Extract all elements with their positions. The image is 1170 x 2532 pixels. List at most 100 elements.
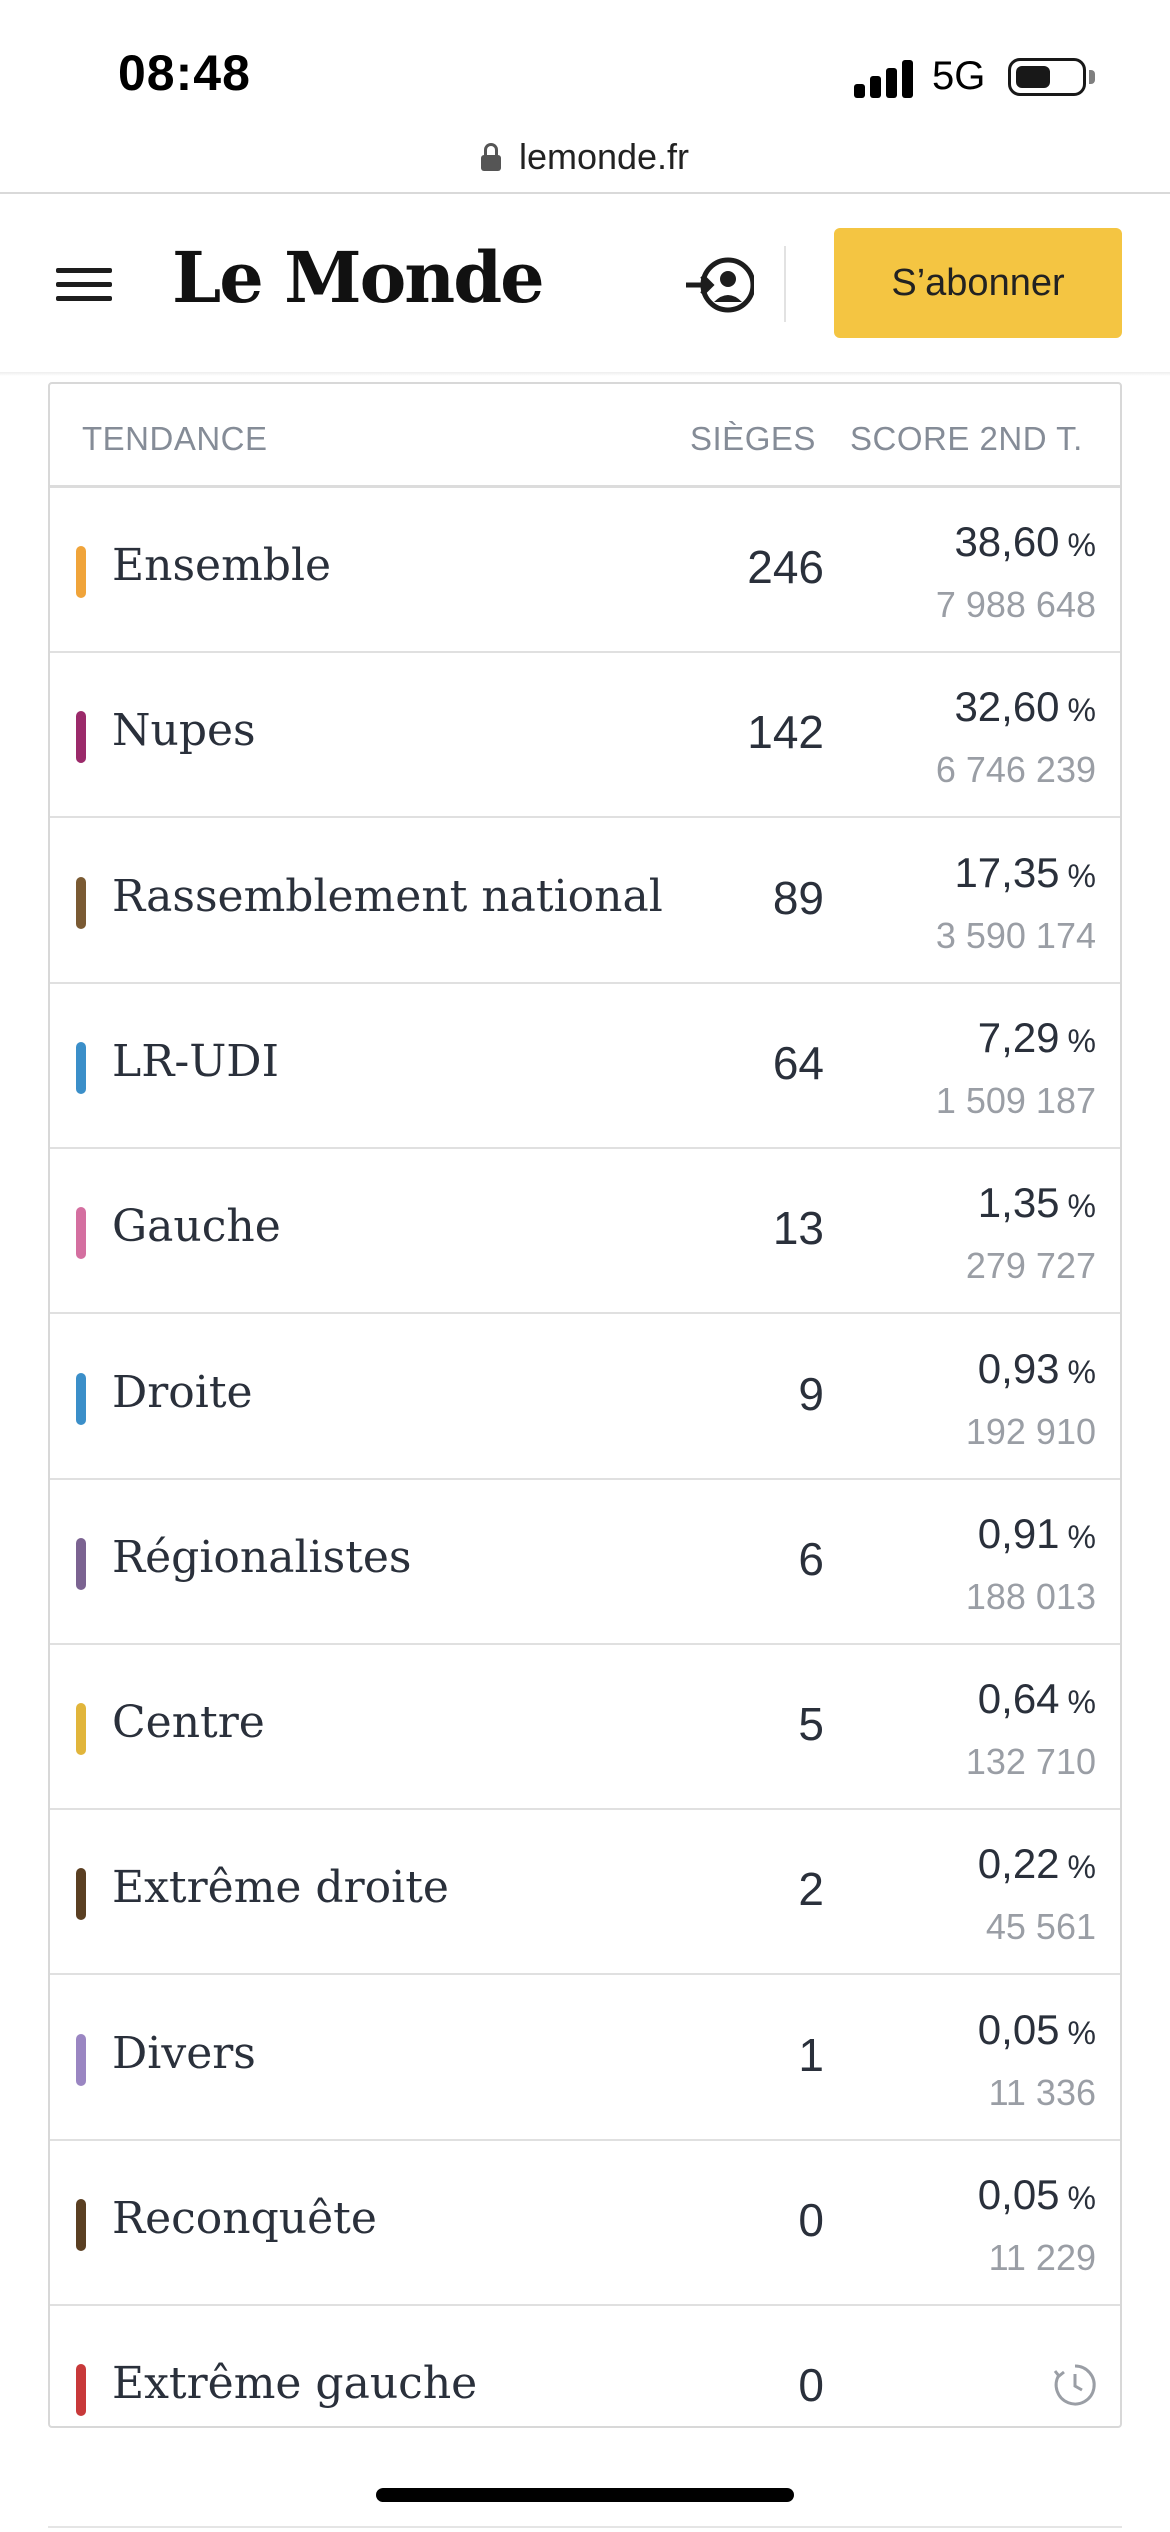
party-votes: 11 229 xyxy=(988,2237,1096,2278)
table-row: Rassemblement national 89 17,35% 3 590 174 xyxy=(50,819,1120,984)
lock-icon xyxy=(480,143,501,171)
party-score: 0,91% xyxy=(978,1510,1096,1558)
percent-sign: % xyxy=(1067,1022,1096,1059)
score-value: 0,64 xyxy=(977,1675,1060,1723)
party-seats: 9 xyxy=(798,1367,824,1420)
percent-sign: % xyxy=(1067,1518,1096,1555)
site-logo[interactable]: Le Monde xyxy=(172,236,545,319)
party-name: Régionalistes xyxy=(112,1531,412,1583)
party-seats: 246 xyxy=(747,541,824,593)
url-bar[interactable]: lemonde.fr xyxy=(0,122,1170,192)
column-header-tendance: TENDANCE xyxy=(82,420,268,457)
subscribe-button[interactable]: S’abonner xyxy=(834,228,1122,338)
party-votes: 3 590 174 xyxy=(935,914,1096,956)
table-row: Extrême droite 2 0,22% 45 561 xyxy=(50,1810,1120,1976)
party-score: 1,35% xyxy=(978,1179,1096,1227)
party-votes: 192 910 xyxy=(965,1410,1096,1452)
party-name: Centre xyxy=(112,1697,265,1749)
clock-icon xyxy=(1053,2364,1096,2406)
table-row: Gauche 13 1,35% 279 727 xyxy=(50,1149,1120,1315)
login-icon[interactable] xyxy=(684,250,754,320)
party-color-swatch xyxy=(76,1207,86,1260)
party-seats: 89 xyxy=(772,871,824,924)
party-color-swatch xyxy=(76,1703,86,1756)
party-score: 0,22% xyxy=(978,1840,1096,1888)
network-type: 5G xyxy=(932,54,986,98)
party-name: Rassemblement national xyxy=(112,870,663,922)
party-color-swatch xyxy=(76,1372,86,1425)
menu-icon[interactable] xyxy=(56,264,112,304)
party-color-swatch xyxy=(76,2199,86,2251)
party-votes: 11 336 xyxy=(988,2071,1096,2113)
percent-sign: % xyxy=(1067,2180,1096,2216)
table-header: TENDANCE SIÈGES SCORE 2ND T. xyxy=(50,384,1120,488)
party-seats: 64 xyxy=(772,1036,824,1089)
table-row: Divers 1 0,05% 11 336 xyxy=(50,1976,1120,2141)
score-value: 0,22 xyxy=(977,1840,1060,1888)
percent-sign: % xyxy=(1067,692,1096,729)
battery-level xyxy=(1016,66,1051,88)
table-row: Reconquête 0 0,05% 11 229 xyxy=(50,2141,1120,2306)
percent-sign: % xyxy=(1067,1684,1096,1721)
score-value: 7,29 xyxy=(977,1013,1060,1061)
party-color-swatch xyxy=(76,2033,86,2086)
party-seats: 6 xyxy=(798,1532,824,1585)
party-seats: 142 xyxy=(747,706,824,759)
table-row: Ensemble 246 38,60% 7 988 648 xyxy=(50,488,1120,653)
party-seats: 0 xyxy=(798,2194,824,2246)
score-value: 0,93 xyxy=(977,1344,1060,1392)
party-name: LR-UDI xyxy=(112,1035,279,1087)
party-votes: 6 746 239 xyxy=(935,749,1096,791)
party-score: 17,35% xyxy=(954,849,1096,897)
percent-sign: % xyxy=(1067,527,1096,563)
party-seats: 0 xyxy=(798,2359,824,2412)
bottom-divider xyxy=(48,2526,1122,2528)
status-time: 08:48 xyxy=(118,45,251,101)
home-indicator[interactable] xyxy=(376,2488,794,2502)
party-seats: 13 xyxy=(772,1202,824,1255)
party-color-swatch xyxy=(76,546,86,598)
percent-sign: % xyxy=(1067,1849,1096,1886)
battery-tip xyxy=(1089,70,1095,84)
score-value: 0,05 xyxy=(977,2171,1060,2218)
table-row: Nupes 142 32,60% 6 746 239 xyxy=(50,653,1120,819)
party-score: 32,60% xyxy=(954,683,1096,731)
score-value: 32,60 xyxy=(954,683,1060,731)
party-color-swatch xyxy=(76,876,86,929)
party-name: Divers xyxy=(112,2027,256,2079)
score-value: 0,91 xyxy=(977,1509,1060,1557)
party-color-swatch xyxy=(76,1537,86,1590)
battery-icon xyxy=(1008,58,1086,96)
party-votes: 7 988 648 xyxy=(935,584,1096,625)
status-bar: 08:48 5G xyxy=(0,0,1170,120)
party-votes: 1 509 187 xyxy=(935,1079,1096,1121)
party-name: Gauche xyxy=(112,1201,281,1253)
party-color-swatch xyxy=(76,1868,86,1921)
percent-sign: % xyxy=(1067,1353,1096,1390)
party-name: Extrême droite xyxy=(112,1862,449,1914)
header-separator xyxy=(784,246,786,322)
party-color-swatch xyxy=(76,2364,86,2417)
score-value: 0,05 xyxy=(977,2005,1060,2053)
party-name: Ensemble xyxy=(112,540,332,591)
table-row: Centre 5 0,64% 132 710 xyxy=(50,1645,1120,1811)
party-score: 0,64% xyxy=(978,1675,1096,1723)
party-seats: 5 xyxy=(798,1698,824,1751)
url-text: lemonde.fr xyxy=(518,136,690,177)
table-row: LR-UDI 64 7,29% 1 509 187 xyxy=(50,984,1120,1149)
party-name: Extrême gauche xyxy=(112,2358,478,2410)
party-score: 0,05% xyxy=(978,2171,1096,2219)
party-score: 0,93% xyxy=(978,1345,1096,1393)
signal-strength-icon xyxy=(854,58,916,98)
header-shadow xyxy=(0,372,1170,376)
party-score: 0,05% xyxy=(978,2006,1096,2054)
party-color-swatch xyxy=(76,1041,86,1094)
column-header-score: SCORE 2ND T. xyxy=(850,420,1083,457)
percent-sign: % xyxy=(1067,2014,1096,2051)
score-value: 1,35 xyxy=(977,1179,1060,1227)
party-votes: 279 727 xyxy=(965,1245,1096,1287)
results-table: TENDANCE SIÈGES SCORE 2ND T. Ensemble 246… xyxy=(48,382,1122,2428)
column-header-sieges: SIÈGES xyxy=(690,420,816,457)
party-seats: 1 xyxy=(798,2028,824,2081)
party-name: Nupes xyxy=(112,705,256,757)
